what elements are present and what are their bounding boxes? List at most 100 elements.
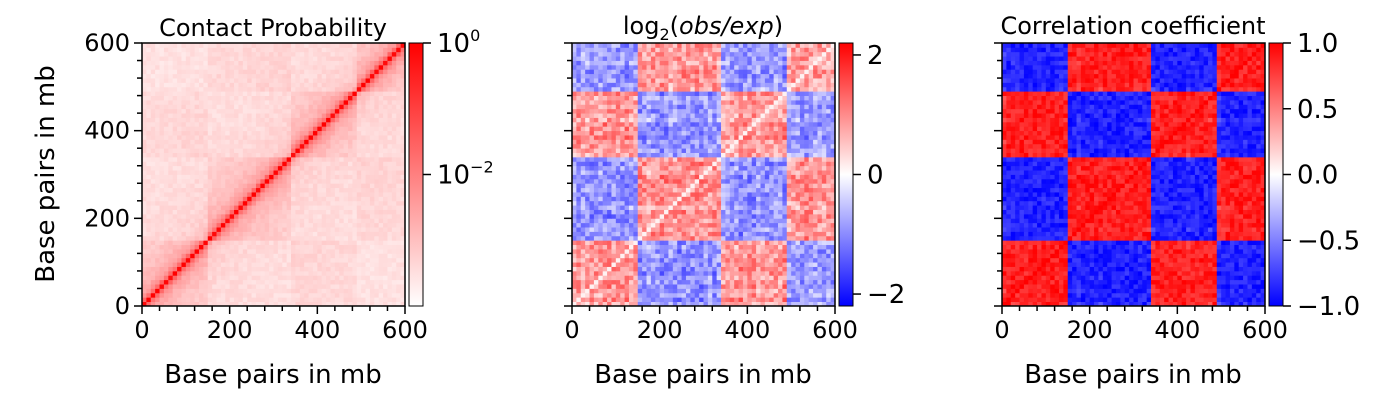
heatmap-cell xyxy=(817,292,823,298)
heatmap-cell xyxy=(760,213,766,219)
heatmap-cell xyxy=(690,284,696,289)
heatmap-cell xyxy=(308,104,314,110)
heatmap-cell xyxy=(348,187,353,193)
heatmap-cell xyxy=(738,266,744,272)
heatmap-cell xyxy=(291,301,296,307)
heatmap-cell xyxy=(177,60,182,66)
heatmap-cell xyxy=(374,126,380,132)
heatmap-cell xyxy=(699,253,704,259)
heatmap-cell xyxy=(317,253,323,259)
heatmap-cell xyxy=(725,266,731,272)
heatmap-cell xyxy=(203,156,209,162)
heatmap-cell xyxy=(712,222,718,228)
heatmap-cell xyxy=(277,47,283,53)
heatmap-cell xyxy=(742,292,748,298)
heatmap-cell xyxy=(242,51,248,57)
heatmap-cell xyxy=(348,64,353,70)
heatmap-cell xyxy=(742,240,748,246)
heatmap-cell xyxy=(168,244,174,250)
heatmap-cell xyxy=(677,227,682,232)
heatmap-cell xyxy=(150,266,156,272)
heatmap-cell xyxy=(334,200,340,206)
heatmap-cell xyxy=(273,270,279,276)
heatmap-cell xyxy=(317,257,323,263)
heatmap-cell xyxy=(348,95,353,101)
heatmap-cell xyxy=(207,148,213,153)
heatmap-cell xyxy=(361,126,366,132)
heatmap-cell xyxy=(339,288,345,294)
heatmap-cell xyxy=(251,187,257,193)
heatmap-cell xyxy=(277,78,283,83)
heatmap-cell xyxy=(646,249,652,254)
heatmap-cell xyxy=(334,209,340,215)
heatmap-cell xyxy=(602,218,608,224)
heatmap-cell xyxy=(177,187,182,193)
heatmap-cell xyxy=(216,222,222,228)
heatmap-cell xyxy=(168,292,174,298)
heatmap-cell xyxy=(260,99,266,105)
heatmap-cell xyxy=(142,165,147,171)
heatmap-cell xyxy=(685,270,691,276)
heatmap-cell xyxy=(396,196,402,202)
heatmap-cell xyxy=(365,297,371,303)
heatmap-cell xyxy=(295,249,301,254)
heatmap-cell xyxy=(343,244,349,250)
heatmap-cell xyxy=(786,257,792,263)
heatmap-cell xyxy=(348,227,353,232)
heatmap-cell xyxy=(190,284,195,289)
heatmap-cell xyxy=(234,205,239,210)
heatmap-cell xyxy=(255,60,261,66)
heatmap-cell xyxy=(308,108,314,114)
heatmap-cell xyxy=(760,222,766,228)
heatmap-cell xyxy=(378,187,384,193)
heatmap-cell xyxy=(277,222,283,228)
heatmap-cell xyxy=(251,240,257,246)
heatmap-cell xyxy=(369,152,375,158)
heatmap-cell xyxy=(593,266,599,272)
heatmap-cell xyxy=(304,292,309,298)
heatmap-cell xyxy=(234,156,239,162)
heatmap-cell xyxy=(212,121,217,127)
heatmap-cell xyxy=(282,174,288,180)
heatmap-cell xyxy=(198,156,204,162)
heatmap-cell xyxy=(282,60,288,66)
heatmap-cell xyxy=(387,253,393,259)
heatmap-cell xyxy=(229,213,235,219)
heatmap-cell xyxy=(348,178,353,184)
heatmap-cell xyxy=(142,187,147,193)
heatmap-cell xyxy=(633,266,639,272)
heatmap-cell xyxy=(339,126,345,132)
heatmap-cell xyxy=(334,301,340,307)
heatmap-cell xyxy=(273,130,279,136)
heatmap-cell xyxy=(299,82,305,88)
heatmap-cell xyxy=(330,91,336,96)
heatmap-cell xyxy=(282,135,288,140)
heatmap-cell xyxy=(729,257,735,263)
heatmap-cell xyxy=(207,196,213,202)
heatmap-cell xyxy=(361,73,366,79)
heatmap-cell xyxy=(694,301,700,307)
heatmap-cell xyxy=(387,82,393,88)
heatmap-cell xyxy=(194,262,200,267)
heatmap-cell xyxy=(589,205,595,210)
heatmap-cell xyxy=(273,231,279,237)
heatmap-cell xyxy=(326,104,331,110)
heatmap-cell xyxy=(185,231,191,237)
heatmap-cell xyxy=(821,253,827,259)
heatmap-cell xyxy=(142,121,147,127)
heatmap-cell xyxy=(365,205,371,210)
heatmap-cell xyxy=(778,270,783,276)
heatmap-cell xyxy=(190,235,195,241)
heatmap-cell xyxy=(295,270,301,276)
heatmap-cell xyxy=(607,205,612,210)
heatmap-cell xyxy=(361,297,366,303)
heatmap-cell xyxy=(198,148,204,153)
heatmap-cell xyxy=(734,218,739,224)
heatmap-cell xyxy=(282,73,288,79)
heatmap-cell xyxy=(343,292,349,298)
heatmap-cell xyxy=(220,292,226,298)
heatmap-cell xyxy=(177,130,182,136)
heatmap-cell xyxy=(352,244,358,250)
heatmap-cell xyxy=(339,279,345,285)
heatmap-cell xyxy=(712,270,718,276)
